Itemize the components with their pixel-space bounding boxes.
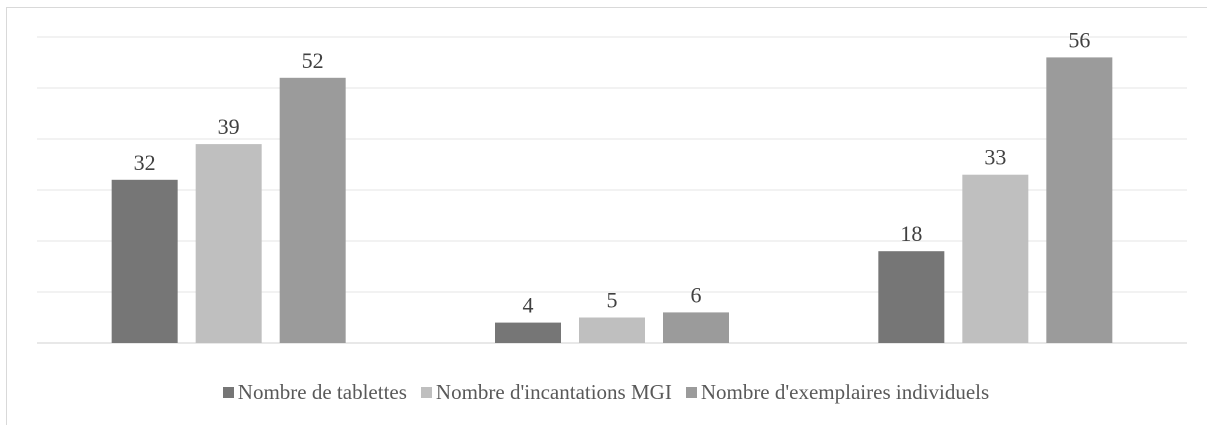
legend-label-series-3: Nombre d'exemplaires individuels [700,380,990,404]
legend-label-series-1: Nombre de tablettes [237,380,407,404]
bar-series-1-group-1 [111,179,178,343]
bar-series-3-group-3 [1046,57,1113,344]
chart-border [6,7,1207,425]
bar-series-2-group-1 [195,144,262,343]
legend-item-series-2: Nombre d'incantations MGI [420,380,672,405]
data-label-series-1-group-3: 18 [900,221,922,246]
bar-series-2-group-2 [579,317,645,343]
legend-item-series-1: Nombre de tablettes [222,380,407,405]
bar-chart: 32 4 18 39 5 33 52 6 56 [37,27,1187,344]
data-label-series-1-group-2: 4 [523,293,534,318]
data-label-series-3-group-1: 52 [302,48,324,73]
data-label-series-3-group-2: 6 [691,282,702,307]
legend-label-series-2: Nombre d'incantations MGI [435,380,672,404]
bar-series-1-group-3 [878,251,945,343]
legend-swatch-series-1 [222,387,234,398]
bar-series-1-group-2 [495,322,561,343]
data-label-series-2-group-1: 39 [218,114,240,139]
data-label-series-1-group-1: 32 [134,150,156,175]
legend-item-series-3: Nombre d'exemplaires individuels [685,380,990,405]
legend-swatch-series-3 [685,387,697,398]
bar-series-3-group-2 [663,312,729,343]
bars [111,57,1113,344]
data-label-series-2-group-3: 33 [984,145,1006,170]
data-labels: 32 4 18 39 5 33 52 6 56 [134,27,1091,317]
data-label-series-3-group-3: 56 [1068,27,1090,52]
data-label-series-2-group-2: 5 [607,288,618,313]
legend: Nombre de tablettes Nombre d'incantation… [0,380,1212,405]
bar-series-2-group-3 [962,174,1029,343]
bar-series-3-group-1 [279,77,346,344]
legend-swatch-series-2 [420,387,432,398]
